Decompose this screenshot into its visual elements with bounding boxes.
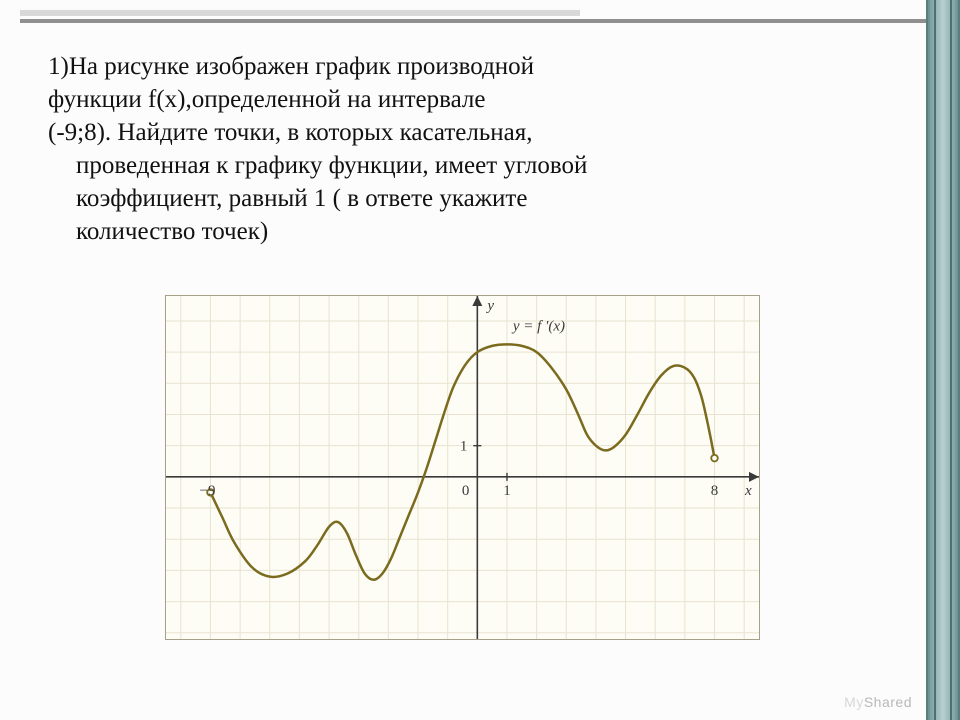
derivative-graph: −9 8 1 0 1 y x y = f ′(x) (166, 296, 759, 639)
svg-text:x: x (744, 483, 752, 499)
top-decorative-bars (0, 10, 960, 30)
watermark-my: My (844, 694, 864, 710)
svg-text:−9: −9 (199, 483, 215, 499)
bar-dark (20, 19, 940, 23)
side-line (950, 0, 952, 720)
watermark-shared: Shared (864, 694, 912, 710)
side-decorative-bar (926, 0, 960, 720)
graph-container: −9 8 1 0 1 y x y = f ′(x) (165, 295, 760, 640)
svg-text:0: 0 (462, 483, 470, 499)
svg-text:y: y (485, 298, 494, 314)
text-line: функции f(x),определенной на интервале (48, 83, 900, 116)
problem-text: 1)На рисунке изображен график производно… (48, 50, 900, 248)
text-line: проведенная к графику функции, имеет угл… (76, 149, 900, 182)
text-line: 1)На рисунке изображен график производно… (48, 50, 900, 83)
bar-light (20, 10, 580, 16)
text-line: (-9;8). Найдите точки, в которых касател… (48, 116, 900, 149)
svg-text:1: 1 (460, 439, 468, 455)
svg-text:8: 8 (711, 483, 719, 499)
svg-text:y = f ′(x): y = f ′(x) (511, 318, 565, 334)
svg-text:1: 1 (503, 483, 511, 499)
text-line: количество точек) (76, 215, 900, 248)
text-line: коэффициент, равный 1 ( в ответе укажите (76, 182, 900, 215)
side-line (934, 0, 936, 720)
watermark: MyShared (844, 694, 912, 710)
